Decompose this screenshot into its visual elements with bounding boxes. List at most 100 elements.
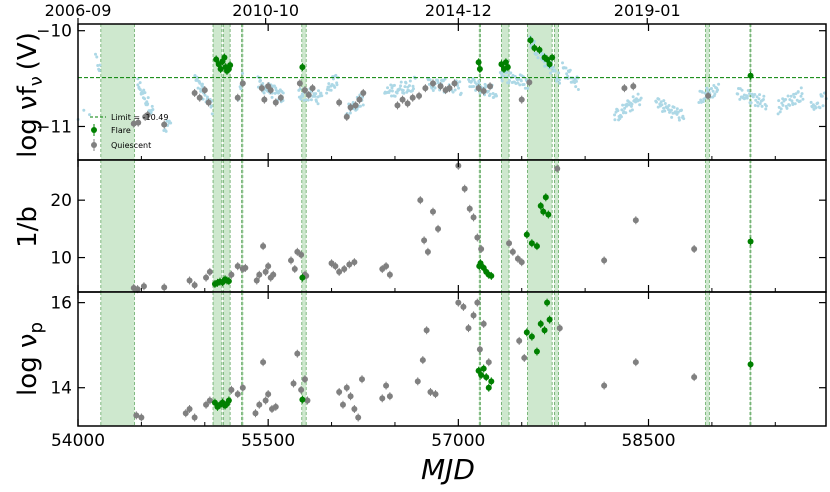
lightcurve-point (478, 91, 482, 95)
lightcurve-point (669, 108, 673, 112)
quiescent-point (360, 89, 367, 96)
quiescent-point (421, 237, 428, 244)
lightcurve-point (809, 100, 813, 104)
quiescent-point (260, 359, 267, 366)
flare-band (527, 292, 553, 426)
lightcurve-point (146, 96, 150, 100)
quiescent-point (705, 92, 712, 99)
lightcurve-point (488, 92, 492, 96)
quiescent-point (465, 325, 472, 332)
lightcurve-point (682, 117, 686, 121)
quiescent-point (601, 382, 608, 389)
lightcurve-point (94, 52, 98, 56)
lightcurve-point (150, 104, 154, 108)
quiescent-point (480, 88, 487, 95)
quiescent-point (253, 277, 260, 284)
flare-band (223, 292, 231, 426)
lightcurve-point (517, 77, 521, 81)
lightcurve-point (433, 86, 437, 90)
quiescent-point (301, 87, 308, 94)
quiescent-point (509, 248, 516, 255)
panel-frame (77, 291, 827, 427)
lightcurve-point (399, 84, 403, 88)
flare-point (213, 56, 220, 63)
quiescent-point (336, 268, 343, 275)
quiescent-point (476, 346, 483, 353)
lightcurve-point (660, 103, 664, 107)
lightcurve-point (662, 106, 666, 110)
quiescent-point (191, 282, 198, 289)
quiescent-point (332, 263, 339, 270)
lightcurve-point (518, 83, 522, 87)
quiescent-point (526, 79, 533, 86)
lightcurve-point (164, 129, 168, 133)
lightcurve-point (239, 87, 243, 91)
lightcurve-point (88, 113, 92, 117)
quiescent-point (339, 401, 346, 408)
quiescent-point (632, 217, 639, 224)
lightcurve-point (740, 88, 744, 92)
quiescent-point (296, 80, 303, 87)
flare-point (533, 243, 540, 250)
flare-point (488, 272, 495, 279)
lightcurve-point (407, 84, 411, 88)
quiescent-point (470, 214, 477, 221)
quiescent-point (228, 271, 235, 278)
quiescent-point (554, 165, 561, 172)
flare-band (301, 160, 307, 292)
lightcurve-point (509, 71, 513, 75)
quiescent-point (256, 401, 263, 408)
lightcurve-point (790, 99, 794, 103)
quiescent-point (514, 255, 521, 262)
lightcurve-point (500, 73, 504, 77)
lightcurve-point (796, 90, 800, 94)
lightcurve-point (169, 121, 173, 125)
lightcurve-point (393, 94, 397, 98)
lightcurve-point (306, 98, 310, 102)
lightcurve-point (811, 105, 815, 109)
lightcurve-point (348, 111, 352, 115)
quiescent-point (262, 268, 269, 275)
panel-curvature: 10 20 (50, 159, 827, 294)
quiescent-point (455, 299, 462, 306)
flare-band (479, 292, 481, 426)
lightcurve-point (753, 103, 757, 107)
lightcurve-point (699, 98, 703, 102)
lightcurve-point (717, 82, 721, 86)
lightcurve-point (301, 94, 305, 98)
lightcurve-point (241, 71, 245, 75)
lightcurve-point (198, 87, 202, 91)
flare-point (488, 378, 495, 385)
quiescent-point (414, 378, 421, 385)
lightcurve-point (519, 79, 523, 83)
lightcurve-point (697, 101, 701, 105)
lightcurve-point (634, 97, 638, 101)
quiescent-point (422, 85, 429, 92)
lightcurve-point (317, 89, 321, 93)
lightcurve-point (392, 83, 396, 87)
lightcurve-point (491, 91, 495, 95)
flare-point (531, 44, 538, 51)
lightcurve-point (334, 73, 338, 77)
lightcurve-point (814, 106, 818, 110)
flare-point (299, 274, 306, 281)
lightcurve-point (680, 108, 684, 112)
quiescent-point (144, 111, 151, 118)
quiescent-point (399, 96, 406, 103)
lightcurve-point (82, 108, 86, 112)
x-tick-label: 57000 (431, 431, 485, 451)
lightcurve-point (411, 84, 415, 88)
quiescent-point (267, 87, 274, 94)
flare-point (523, 329, 530, 336)
flare-point (299, 396, 306, 403)
lightcurve-point (636, 92, 640, 96)
lightcurve-point (568, 68, 572, 72)
lightcurve-point (821, 104, 825, 108)
quiescent-point (518, 96, 525, 103)
quiescent-point (205, 99, 212, 106)
lightcurve-point (736, 92, 740, 96)
quiescent-point (203, 401, 210, 408)
lightcurve-point (701, 99, 705, 103)
lightcurve-point (801, 97, 805, 101)
quiescent-point (470, 312, 477, 319)
